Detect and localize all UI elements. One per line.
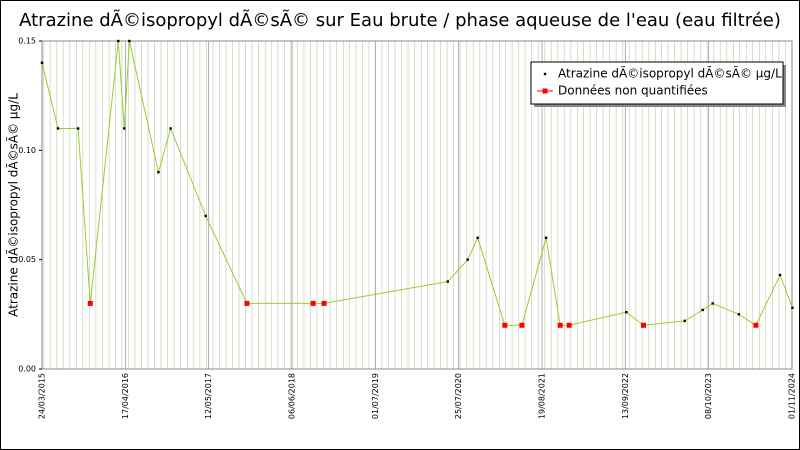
chart-title: Atrazine dÃ©isopropyl dÃ©sÃ© sur Eau bru… xyxy=(19,9,781,31)
data-point xyxy=(244,300,250,306)
data-point xyxy=(753,322,759,328)
data-point xyxy=(711,302,714,305)
data-point xyxy=(466,258,469,261)
data-point xyxy=(446,280,449,283)
data-point xyxy=(519,322,525,328)
y-tick-label: 0.00 xyxy=(18,365,36,374)
x-tick-label: 17/04/2016 xyxy=(121,373,130,419)
legend-label: Atrazine dÃ©isopropyl dÃ©sÃ© µg/L xyxy=(558,66,782,81)
data-point xyxy=(204,214,207,218)
data-point xyxy=(310,300,316,306)
data-point xyxy=(169,127,172,130)
data-point xyxy=(476,236,479,239)
data-point xyxy=(56,127,60,130)
x-tick-label: 08/10/2023 xyxy=(704,373,713,419)
data-point xyxy=(76,127,80,130)
data-point xyxy=(128,39,131,43)
data-line xyxy=(41,40,793,326)
data-point xyxy=(321,300,327,306)
data-point xyxy=(40,61,44,65)
legend-marker xyxy=(542,88,548,94)
y-tick-label: 0.15 xyxy=(18,37,36,46)
data-point xyxy=(640,322,646,328)
legend xyxy=(530,61,784,105)
data-point xyxy=(502,322,508,328)
data-point xyxy=(737,313,740,316)
data-point xyxy=(87,300,93,306)
y-tick-label: 0.10 xyxy=(18,146,36,155)
y-axis-label: Atrazine dÃ©isopropyl dÃ©sÃ© µg/L xyxy=(6,93,21,317)
y-tick-label: 0.05 xyxy=(18,255,36,264)
legend-marker xyxy=(543,72,547,76)
data-point xyxy=(117,39,120,43)
data-point xyxy=(791,306,794,309)
plot-border xyxy=(41,40,793,370)
x-tick-label: 01/07/2019 xyxy=(371,373,380,419)
legend-label: Données non quantifiées xyxy=(558,84,708,98)
data-point xyxy=(778,273,782,277)
data-point xyxy=(701,308,704,312)
data-point xyxy=(123,127,126,130)
x-tick-label: 12/05/2017 xyxy=(204,373,213,419)
data-point xyxy=(557,322,563,328)
x-tick-label: 13/09/2022 xyxy=(621,373,630,419)
x-tick-label: 19/08/2021 xyxy=(538,373,547,419)
data-point xyxy=(683,319,686,323)
x-tick-label: 24/03/2015 xyxy=(38,373,47,419)
data-point xyxy=(566,322,572,328)
data-point xyxy=(157,171,160,174)
data-point xyxy=(544,236,548,239)
x-tick-label: 01/11/2024 xyxy=(788,373,797,419)
data-point xyxy=(625,310,628,314)
x-tick-label: 06/06/2018 xyxy=(288,373,297,419)
x-tick-label: 25/07/2020 xyxy=(454,373,463,419)
